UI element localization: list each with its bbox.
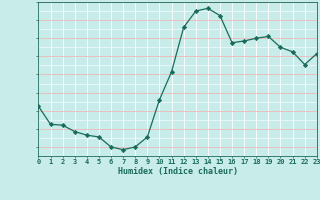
X-axis label: Humidex (Indice chaleur): Humidex (Indice chaleur) [118, 167, 238, 176]
